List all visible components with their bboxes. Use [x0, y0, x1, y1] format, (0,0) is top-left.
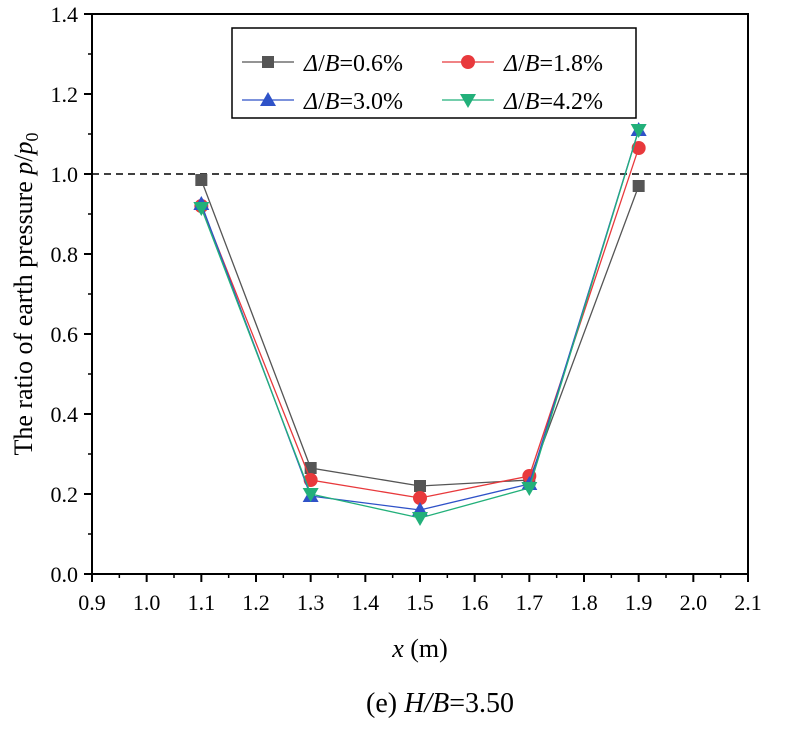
legend-label: Δ/B=3.0%: [303, 89, 403, 115]
figure-caption: (e) H/B=3.50: [366, 688, 514, 719]
series-line: [200, 147, 640, 499]
x-tick-label: 1.4: [352, 590, 380, 615]
legend-marker: [461, 55, 475, 69]
legend-item-4: Δ/B=4.2%: [442, 89, 603, 115]
series-layer: [193, 122, 647, 526]
series-line: [200, 129, 640, 519]
series-3: [193, 122, 647, 516]
legend-marker: [460, 94, 476, 108]
y-tick-label: 0.8: [51, 242, 79, 267]
data-point: [413, 491, 427, 505]
x-tick-label: 1.0: [133, 590, 161, 615]
data-point: [193, 202, 210, 216]
y-tick-label: 1.4: [51, 2, 79, 27]
labels-layer: 0.9 1.0 1.1 1.2 1.3 1.4 1.5 1.6 1.7 1.8 1.9 2.0 2.1 0…: [9, 2, 762, 719]
x-tick-label: 1.8: [570, 590, 598, 615]
y-tick-label: 0.0: [51, 562, 79, 587]
y-tick-label: 0.4: [51, 402, 79, 427]
legend-marker: [260, 92, 276, 106]
x-tick-label: 1.5: [406, 590, 434, 615]
y-tick-label: 0.6: [51, 322, 79, 347]
x-tick-label: 1.1: [188, 590, 216, 615]
x-tick-label: 2.0: [680, 590, 708, 615]
y-tick-label: 1.0: [51, 162, 79, 187]
x-tick-label: 0.9: [78, 590, 106, 615]
axes-layer: [84, 13, 749, 582]
x-axis-label: x (m): [391, 634, 448, 663]
data-point: [412, 512, 428, 526]
y-axis-label: The ratio of earth pressure p/p0: [9, 132, 42, 455]
series-line: [200, 129, 640, 511]
y-tick-label: 1.2: [51, 82, 79, 107]
x-tick-label: 1.7: [516, 590, 544, 615]
x-tick-label: 1.6: [461, 590, 489, 615]
legend: Δ/B=0.6% Δ/B=1.8% Δ/B=3.0% Δ/B=4.2%: [231, 27, 637, 119]
legend-item-1: Δ/B=0.6%: [242, 51, 403, 77]
data-point: [631, 141, 646, 155]
legend-item-3: Δ/B=3.0%: [242, 89, 403, 115]
data-point: [195, 174, 208, 186]
x-tick-label: 1.2: [242, 590, 270, 615]
data-point: [630, 124, 647, 138]
legend-item-2: Δ/B=1.8%: [442, 51, 603, 77]
x-tick-label: 1.9: [625, 590, 653, 615]
y-tick-label: 0.2: [51, 482, 79, 507]
series-4: [193, 124, 647, 526]
legend-label: Δ/B=4.2%: [503, 89, 603, 115]
data-point: [302, 488, 319, 502]
data-point: [521, 482, 538, 496]
legend-box: [231, 27, 637, 119]
series-line: [200, 179, 640, 487]
x-tick-label: 2.1: [734, 590, 762, 615]
series-1: [195, 174, 645, 492]
data-point: [632, 180, 645, 192]
legend-marker: [262, 56, 274, 68]
legend-label: Δ/B=1.8%: [503, 51, 603, 77]
legend-label: Δ/B=0.6%: [303, 51, 403, 77]
series-2: [194, 141, 646, 505]
x-tick-label: 1.3: [297, 590, 325, 615]
data-point: [414, 480, 426, 492]
